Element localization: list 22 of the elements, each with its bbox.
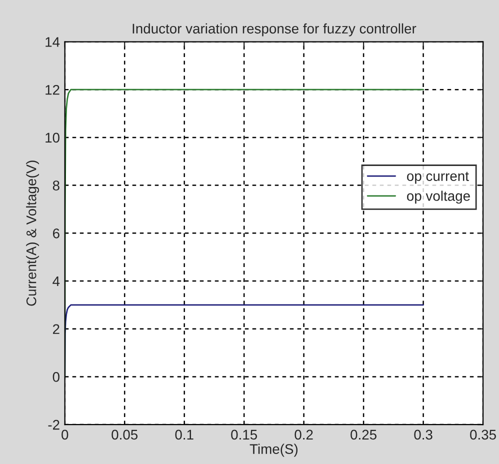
x-tick-label: 0.05	[112, 430, 138, 440]
y-tick-label: 14	[46, 37, 60, 47]
x-tick-label: 0.1	[175, 430, 194, 440]
x-tick-label: 0.3	[414, 430, 432, 440]
x-tick-label: 0.2	[294, 430, 313, 440]
y-tick-label: 12	[46, 84, 60, 95]
legend-label: op voltage	[407, 190, 470, 204]
x-tick-label: 0	[62, 430, 68, 440]
x-axis-title: Time(S)	[250, 444, 298, 457]
y-tick-label: 2	[52, 324, 60, 334]
x-tick-label: 0.35	[470, 430, 496, 440]
y-tick-label: 4	[52, 276, 60, 286]
x-tick-label: 0.15	[231, 430, 258, 440]
y-tick-label: 10	[46, 132, 60, 143]
legend-label: op current	[407, 172, 469, 184]
y-tick-label: 6	[52, 228, 60, 238]
chart-title: Inductor variation response for fuzzy controller	[132, 23, 416, 36]
y-tick-label: 0	[52, 372, 60, 382]
x-tick-label: 0.25	[350, 430, 376, 440]
y-tick-label: -2	[48, 420, 60, 430]
y-axis-title: Current(A) & Voltage(V)	[26, 160, 40, 306]
y-tick-label: 8	[52, 180, 60, 190]
